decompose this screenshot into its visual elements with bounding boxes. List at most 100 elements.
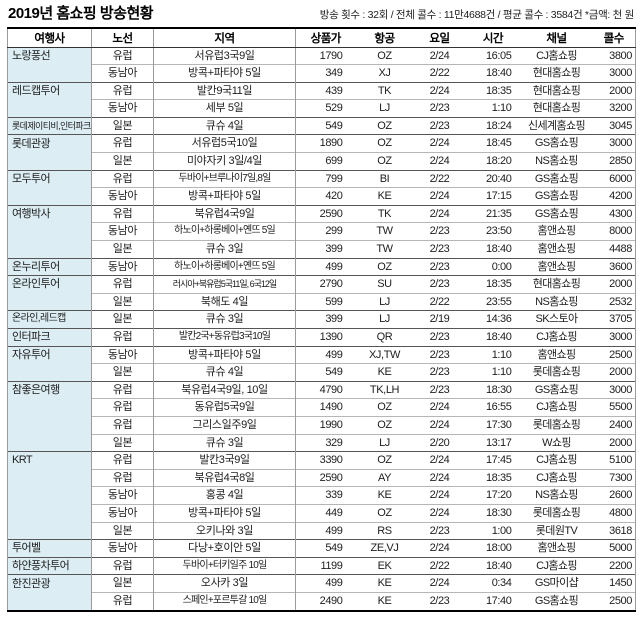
cell-day: 2/24 (413, 486, 466, 505)
cell-channel: 현대홈쇼핑 (520, 81, 593, 100)
cell-route: 일본 (91, 152, 154, 171)
cell-day: 2/23 (413, 116, 466, 135)
cell-route: 유럽 (91, 451, 154, 470)
cell-channel: 롯데홈쇼핑 (520, 503, 593, 523)
cell-price: 299 (295, 222, 356, 241)
cell-price: 499 (295, 257, 356, 276)
cell-agency: 자유투어 (7, 345, 92, 364)
table-row: 동남아 홍콩 4일 339 KE 2/24 17:20 NS홈쇼핑 2600 (7, 486, 636, 505)
cell-calls: 3000 (592, 134, 636, 153)
table-row: 레드캡투어 유럽 발칸9국11일 439 TK 2/24 18:35 현대홈쇼핑… (7, 81, 636, 100)
table-row: 유럽 동유럽5국9일 1490 OZ 2/24 16:55 CJ홈쇼핑 5500 (7, 398, 636, 417)
cell-route: 동남아 (91, 187, 154, 206)
cell-time: 18:24 (465, 116, 521, 135)
cell-region: 미야자키 3일/4일 (153, 152, 296, 171)
cell-price: 1390 (295, 328, 356, 347)
cell-calls: 4300 (592, 204, 636, 223)
col-header-route: 노선 (91, 27, 154, 48)
cell-agency: 노랑풍선 (7, 47, 92, 65)
cell-route: 일본 (91, 521, 154, 540)
table-row: 노랑풍선 유럽 서유럽3국9일 1790 OZ 2/24 16:05 CJ홈쇼핑… (7, 47, 636, 65)
cell-price: 499 (295, 345, 356, 364)
col-header-channel: 채널 (520, 27, 593, 48)
cell-calls: 1450 (592, 574, 636, 593)
cell-calls: 2850 (592, 152, 636, 171)
cell-region: 두바이+브루나이7일,8일 (153, 169, 296, 188)
cell-airline: RS (355, 521, 414, 540)
cell-time: 1:00 (465, 521, 521, 540)
cell-calls: 2600 (592, 486, 636, 505)
cell-agency (7, 99, 92, 118)
cell-airline: ZE,VJ (355, 539, 414, 558)
cell-calls: 2000 (592, 275, 636, 294)
cell-airline: TW (355, 222, 414, 241)
cell-price: 439 (295, 81, 356, 100)
cell-agency (7, 504, 92, 523)
cell-calls: 4200 (592, 187, 636, 206)
cell-day: 2/23 (413, 222, 466, 241)
cell-time: 18:40 (465, 556, 521, 575)
cell-route: 일본 (91, 574, 154, 593)
cell-region: 북유럽4국9일 (153, 204, 296, 223)
cell-route: 유럽 (91, 468, 154, 487)
cell-day: 2/24 (413, 187, 466, 206)
cell-airline: TK (355, 81, 414, 100)
cell-time: 18:00 (465, 539, 521, 558)
cell-channel: 현대홈쇼핑 (520, 275, 593, 294)
table-header: 여행사 노선 지역 상품가 항공 요일 시간 채널 콜수 (7, 27, 636, 48)
cell-time: 18:35 (465, 275, 521, 294)
table-row: 하얀풍차투어 유럽 두바이+터키일주 10일 1199 EK 2/22 18:4… (7, 556, 636, 575)
cell-channel: CJ홈쇼핑 (520, 398, 593, 417)
table-row: 일본 큐슈 4일 549 KE 2/23 1:10 롯데홈쇼핑 2000 (7, 363, 636, 382)
table-row: 롯데관광 유럽 서유럽5국10일 1890 OZ 2/24 18:45 GS홈쇼… (7, 134, 636, 153)
cell-channel: 롯데홈쇼핑 (520, 415, 593, 435)
cell-price: 2790 (295, 275, 356, 294)
cell-price: 329 (295, 433, 356, 452)
masthead: 2019년 홈쇼핑 방송현황 방송 횟수 : 32회 / 전체 콜수 : 11만… (0, 0, 642, 27)
cell-agency (7, 486, 92, 505)
cell-price: 549 (295, 539, 356, 558)
cell-channel: 홈앤쇼핑 (520, 345, 593, 364)
cell-route: 유럽 (91, 415, 154, 435)
cell-region: 방콕+파타야 5일 (153, 64, 296, 83)
cell-region: 서유럽3국9일 (153, 47, 296, 65)
cell-price: 599 (295, 292, 356, 311)
cell-day: 2/24 (413, 152, 466, 171)
cell-channel: GS홈쇼핑 (520, 187, 593, 206)
cell-agency (7, 522, 92, 540)
table-row: 참좋은여행 유럽 북유럽4국9일, 10일 4790 TK,LH 2/23 18… (7, 380, 636, 399)
cell-airline: KE (355, 363, 414, 382)
header-stats: 방송 횟수 : 32회 / 전체 콜수 : 11만4688건 / 평균 콜수 :… (319, 8, 635, 21)
cell-price: 2590 (295, 204, 356, 223)
cell-day: 2/24 (413, 539, 466, 558)
cell-region: 방콕+파타야 5일 (153, 187, 296, 206)
cell-calls: 3000 (592, 328, 636, 347)
cell-airline: XJ (355, 64, 414, 83)
cell-airline: TK (355, 204, 414, 223)
table-row: 온누리투어 동남아 하노이+하롱베이+옌뜨 5일 499 OZ 2/23 0:0… (7, 257, 636, 276)
cell-airline: AY (355, 468, 414, 487)
cell-agency (7, 416, 92, 435)
cell-price: 420 (295, 187, 356, 206)
cell-channel: 롯데원TV (520, 521, 593, 540)
cell-calls: 5000 (592, 539, 636, 558)
cell-time: 23:50 (465, 222, 521, 241)
cell-time: 14:36 (465, 310, 521, 329)
cell-channel: 신세계홈쇼핑 (520, 116, 593, 135)
cell-region: 홍콩 4일 (153, 486, 296, 505)
cell-airline: OZ (355, 451, 414, 470)
cell-route: 일본 (91, 240, 154, 259)
cell-route: 유럽 (91, 556, 154, 575)
cell-time: 18:30 (465, 380, 521, 399)
table-row: 유럽 스페인+포르투갈 10일 2490 KE 2/23 17:40 GS홈쇼핑… (7, 591, 636, 611)
cell-day: 2/24 (413, 468, 466, 487)
cell-calls: 3800 (592, 47, 636, 65)
cell-airline: OZ (355, 503, 414, 523)
cell-price: 499 (295, 574, 356, 593)
cell-time: 16:55 (465, 398, 521, 417)
cell-route: 동남아 (91, 64, 154, 83)
col-header-airline: 항공 (355, 27, 414, 48)
cell-day: 2/20 (413, 433, 466, 452)
cell-airline: LJ (355, 99, 414, 118)
cell-calls: 6000 (592, 169, 636, 188)
